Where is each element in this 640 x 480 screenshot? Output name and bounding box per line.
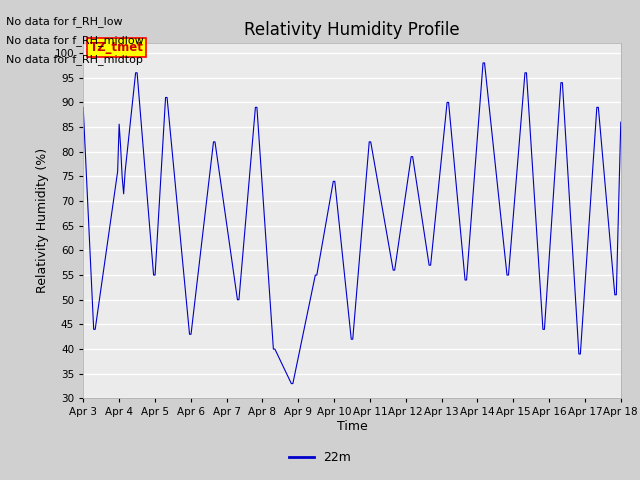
X-axis label: Time: Time <box>337 420 367 433</box>
Text: TZ_tmet: TZ_tmet <box>90 41 143 54</box>
Legend: 22m: 22m <box>284 446 356 469</box>
Y-axis label: Relativity Humidity (%): Relativity Humidity (%) <box>36 148 49 293</box>
Text: No data for f_RH_midtop: No data for f_RH_midtop <box>6 54 143 65</box>
Title: Relativity Humidity Profile: Relativity Humidity Profile <box>244 21 460 39</box>
Text: No data for f_RH_midlow: No data for f_RH_midlow <box>6 35 144 46</box>
Text: No data for f_RH_low: No data for f_RH_low <box>6 16 123 27</box>
